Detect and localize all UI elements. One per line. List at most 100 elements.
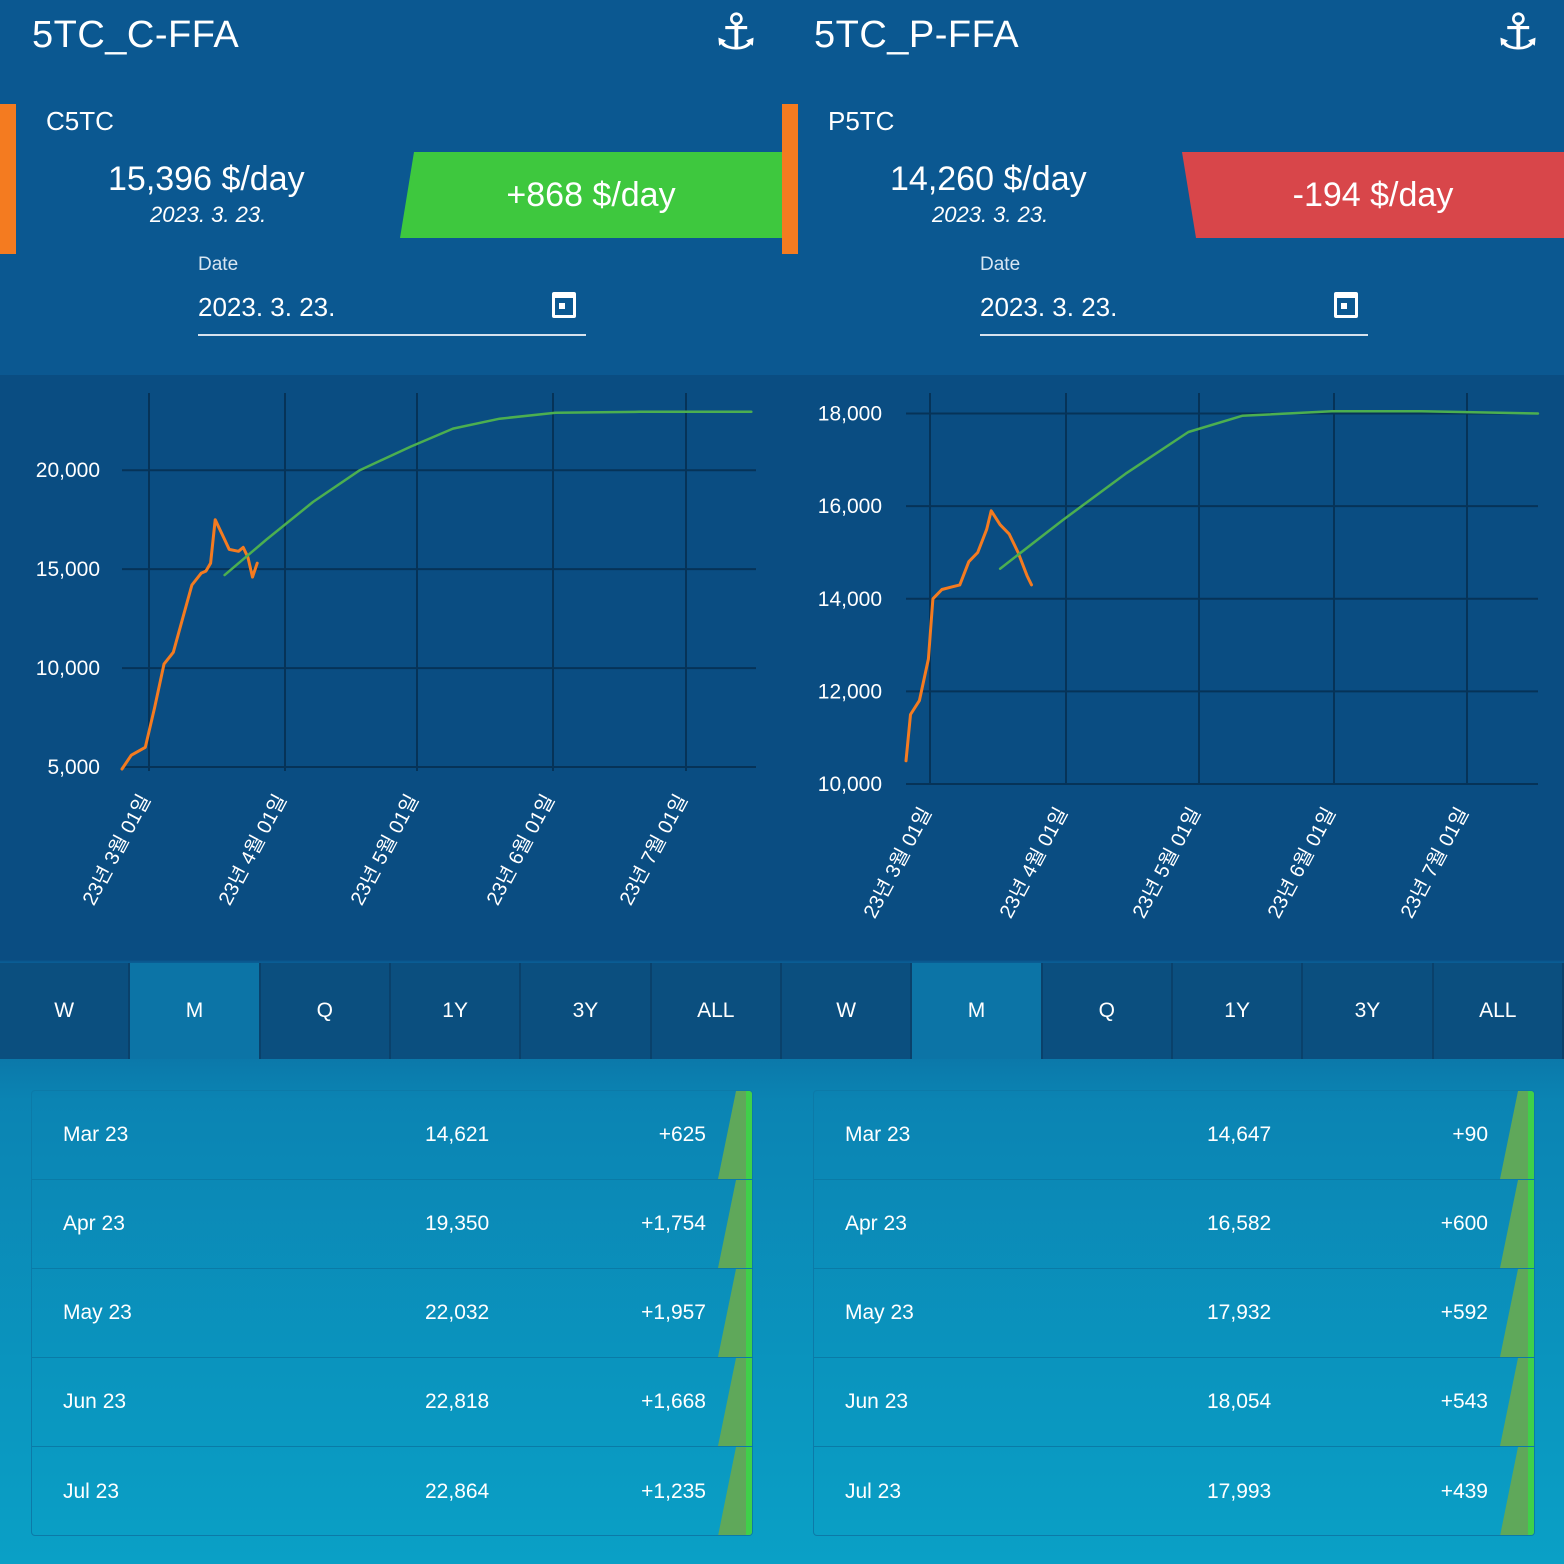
index-name: C5TC xyxy=(46,106,114,136)
row-month: Apr 23 xyxy=(845,1212,907,1235)
current-price: 15,396 $/day xyxy=(108,160,305,198)
row-change: +1,754 xyxy=(641,1212,706,1235)
row-change: +1,957 xyxy=(641,1301,706,1324)
trend-up-flag xyxy=(1500,1358,1534,1446)
page-title: 5TC_C-FFA xyxy=(32,14,240,56)
row-change: +439 xyxy=(1440,1479,1488,1503)
table-row[interactable]: May 23 17,932 +592 xyxy=(814,1269,1534,1358)
x-tick-label: 23년 3월 01일 xyxy=(78,791,156,909)
accent-bar xyxy=(782,104,798,254)
current-price: 14,260 $/day xyxy=(890,160,1087,198)
row-change: +592 xyxy=(1440,1301,1488,1324)
trend-up-flag xyxy=(1500,1091,1534,1179)
tab-1y[interactable]: 1Y xyxy=(391,963,522,1059)
y-tick-label: 12,000 xyxy=(818,680,882,703)
period-tabs: W M Q 1Y 3Y ALL xyxy=(782,963,1564,1059)
row-value: 14,647 xyxy=(1207,1123,1272,1146)
table-row[interactable]: May 23 22,032 +1,957 xyxy=(32,1269,752,1358)
date-input[interactable]: 2023. 3. 23. xyxy=(980,284,1368,336)
row-month: Jul 23 xyxy=(845,1479,902,1503)
change-badge: -194 $/day xyxy=(1182,152,1564,238)
tab-m[interactable]: M xyxy=(130,963,261,1059)
spot-series-line xyxy=(904,509,1033,763)
panel-header: 5TC_P-FFA ⚓ P5TC 14,260 $/day 2023. 3. 2… xyxy=(782,0,1564,375)
table-row[interactable]: Jul 23 22,864 +1,235 xyxy=(32,1447,752,1535)
tab-3y[interactable]: 3Y xyxy=(521,963,652,1059)
trend-up-flag xyxy=(718,1269,752,1357)
row-month: Jul 23 xyxy=(63,1479,120,1503)
row-change: +90 xyxy=(1452,1123,1488,1146)
row-value: 22,818 xyxy=(425,1390,490,1413)
x-tick-label: 23년 4월 01일 xyxy=(995,804,1073,922)
y-tick-label: 10,000 xyxy=(36,657,100,680)
x-tick-label: 23년 4월 01일 xyxy=(214,791,292,909)
row-value: 22,032 xyxy=(425,1301,490,1324)
tab-1y[interactable]: 1Y xyxy=(1173,963,1304,1059)
trend-up-flag xyxy=(718,1447,752,1535)
tab-m[interactable]: M xyxy=(912,963,1043,1059)
panel-c5tc: 5TC_C-FFA ⚓ C5TC 15,396 $/day 2023. 3. 2… xyxy=(0,0,782,1564)
trend-up-flag xyxy=(718,1091,752,1179)
tab-q[interactable]: Q xyxy=(261,963,391,1059)
chart-svg: 10,000 12,000 14,000 16,000 18,000 23년 3월 01일… xyxy=(818,393,1540,922)
chart-svg: 5,000 10,000 15,000 20,000 23년 3월 01일 23년 4월 … xyxy=(36,393,756,909)
row-value: 19,350 xyxy=(425,1212,490,1235)
y-tick-label: 14,000 xyxy=(818,588,882,611)
row-month: May 23 xyxy=(63,1301,132,1324)
price-date: 2023. 3. 23. xyxy=(150,202,267,227)
forward-curve-table: Mar 23 14,621 +625 Apr 23 19,350 +1,754 May 23… xyxy=(31,1090,753,1536)
row-month: Mar 23 xyxy=(63,1123,129,1146)
tab-w[interactable]: W xyxy=(0,963,131,1059)
table-row[interactable]: Mar 23 14,647 +90 xyxy=(814,1091,1534,1180)
change-badge: +868 $/day xyxy=(400,152,782,238)
row-change: +1,668 xyxy=(641,1390,706,1413)
row-value: 14,621 xyxy=(425,1123,490,1146)
trend-up-flag xyxy=(1500,1269,1534,1357)
anchor-icon[interactable]: ⚓ xyxy=(713,4,759,60)
y-tick-label: 16,000 xyxy=(818,495,882,518)
calendar-icon[interactable] xyxy=(1334,292,1358,318)
date-label: Date xyxy=(980,254,1021,275)
anchor-icon[interactable]: ⚓ xyxy=(1495,4,1541,60)
forward-curve-table: Mar 23 14,647 +90 Apr 23 16,582 +600 May 23 17,… xyxy=(813,1090,1535,1536)
x-tick-label: 23년 6월 01일 xyxy=(482,791,560,909)
panel-p5tc: 5TC_P-FFA ⚓ P5TC 14,260 $/day 2023. 3. 2… xyxy=(782,0,1564,1564)
row-value: 17,932 xyxy=(1207,1301,1272,1324)
calendar-icon[interactable] xyxy=(552,292,576,318)
grid xyxy=(122,393,756,771)
row-month: May 23 xyxy=(845,1301,914,1324)
table-row[interactable]: Apr 23 19,350 +1,754 xyxy=(32,1180,752,1269)
panel-header: 5TC_C-FFA ⚓ C5TC 15,396 $/day 2023. 3. 2… xyxy=(0,0,782,375)
row-value: 16,582 xyxy=(1207,1212,1272,1235)
y-tick-label: 5,000 xyxy=(47,756,100,779)
index-name: P5TC xyxy=(828,106,895,136)
grid xyxy=(906,393,1538,785)
tab-all[interactable]: ALL xyxy=(1434,963,1564,1059)
table-row[interactable]: Jun 23 18,054 +543 xyxy=(814,1358,1534,1447)
table-row[interactable]: Apr 23 16,582 +600 xyxy=(814,1180,1534,1269)
table-row[interactable]: Jul 23 17,993 +439 xyxy=(814,1447,1534,1535)
page-title: 5TC_P-FFA xyxy=(814,14,1020,56)
price-date: 2023. 3. 23. xyxy=(932,202,1049,227)
y-tick-label: 15,000 xyxy=(36,558,100,581)
tab-all[interactable]: ALL xyxy=(652,963,782,1059)
forward-curve-line xyxy=(223,410,753,577)
price-chart: 10,000 12,000 14,000 16,000 18,000 23년 3월 01일… xyxy=(782,375,1564,963)
x-tick-label: 23년 7월 01일 xyxy=(1396,804,1474,922)
row-change: +625 xyxy=(658,1123,706,1146)
tab-w[interactable]: W xyxy=(782,963,913,1059)
trend-up-flag xyxy=(1500,1447,1534,1535)
y-tick-label: 20,000 xyxy=(36,459,100,482)
table-row[interactable]: Mar 23 14,621 +625 xyxy=(32,1091,752,1180)
x-tick-label: 23년 5월 01일 xyxy=(346,791,424,909)
x-tick-label: 23년 3월 01일 xyxy=(859,804,937,922)
row-change: +1,235 xyxy=(641,1479,706,1503)
table-row[interactable]: Jun 23 22,818 +1,668 xyxy=(32,1358,752,1447)
tab-3y[interactable]: 3Y xyxy=(1303,963,1434,1059)
date-value: 2023. 3. 23. xyxy=(198,292,336,322)
date-input[interactable]: 2023. 3. 23. xyxy=(198,284,586,336)
row-value: 17,993 xyxy=(1207,1479,1272,1503)
row-month: Jun 23 xyxy=(845,1390,909,1413)
tab-q[interactable]: Q xyxy=(1043,963,1173,1059)
